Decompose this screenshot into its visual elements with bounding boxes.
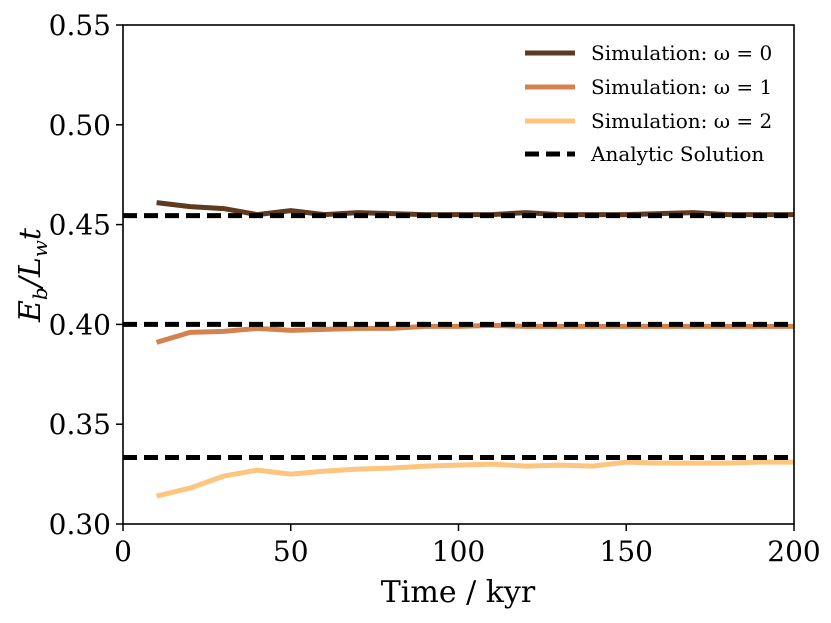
legend: Simulation: ω = 0 Simulation: ω = 1 Simu…: [525, 41, 772, 166]
series-line-omega-2: [156, 459, 794, 499]
y-tick-label: 0.35: [49, 408, 111, 441]
x-tick-label: 100: [432, 535, 485, 568]
y-tick-label: 0.30: [49, 508, 111, 541]
legend-label-omega-0: Simulation: ω = 0: [591, 41, 772, 65]
x-tick-label: 200: [767, 535, 820, 568]
series-line-omega-1: [155, 322, 794, 345]
y-axis-label-part-end: t: [13, 227, 48, 240]
y-tick-label: 0.50: [49, 109, 111, 142]
y-tick-label: 0.45: [49, 209, 111, 242]
y-axis-label-sub-w: w: [28, 240, 52, 257]
y-axis-label-part-main: E: [13, 300, 48, 323]
y-axis-label-sub-b: b: [28, 287, 52, 300]
x-tick-label: 0: [114, 535, 132, 568]
x-tick-label: 50: [273, 535, 309, 568]
y-axis-label-part-mid: /L: [13, 257, 48, 290]
series-layer: [123, 200, 794, 499]
y-tick-label: 0.55: [49, 9, 111, 42]
x-axis-label: Time / kyr: [381, 575, 536, 610]
axis-ticks: 0 50 100 150 200 0.30 0.35 0.40 0.45 0.50 0.55: [49, 9, 821, 568]
y-tick-label: 0.40: [49, 308, 111, 341]
x-tick-label: 150: [600, 535, 653, 568]
legend-label-analytic: Analytic Solution: [590, 142, 764, 166]
y-axis-label: Eb/Lwt: [13, 227, 52, 323]
legend-label-omega-2: Simulation: ω = 2: [591, 109, 772, 133]
legend-label-omega-1: Simulation: ω = 1: [591, 75, 772, 99]
